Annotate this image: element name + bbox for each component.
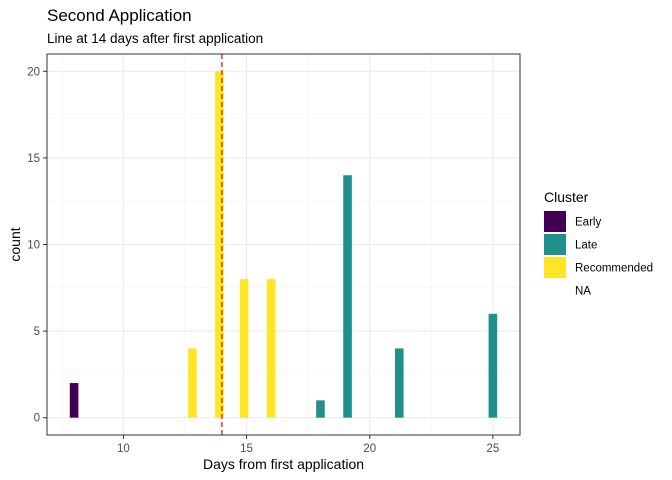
y-axis-title: count xyxy=(7,227,23,261)
bar-recommended xyxy=(188,348,197,418)
legend-label-recommended: Recommended xyxy=(575,263,653,275)
legend-swatch-late xyxy=(544,234,566,255)
chart-title: Second Application xyxy=(47,6,192,25)
x-axis-ticks: 10 15 20 25 xyxy=(117,435,499,455)
bar-recommended xyxy=(239,279,249,418)
bar-recommended xyxy=(266,279,276,418)
bar-late xyxy=(488,313,498,418)
legend-label-early: Early xyxy=(575,217,601,229)
bar-early xyxy=(69,383,79,418)
y-tick-label: 10 xyxy=(27,240,40,252)
legend: Cluster Early Late Recommended NA xyxy=(544,189,653,301)
legend-swatch-na xyxy=(544,280,566,301)
legend-label-late: Late xyxy=(575,240,597,252)
bar-late xyxy=(316,400,325,418)
bars xyxy=(69,71,498,418)
legend-title: Cluster xyxy=(544,189,589,205)
x-tick-label: 25 xyxy=(487,443,500,455)
bar-late xyxy=(343,175,352,418)
chart-subtitle: Line at 14 days after first application xyxy=(47,31,263,46)
y-tick-label: 0 xyxy=(34,413,40,425)
legend-swatch-early xyxy=(544,211,566,232)
x-tick-label: 10 xyxy=(117,443,130,455)
y-tick-label: 5 xyxy=(34,326,40,338)
y-tick-label: 15 xyxy=(27,153,40,165)
x-tick-label: 15 xyxy=(240,443,253,455)
x-tick-label: 20 xyxy=(363,443,376,455)
x-axis-title: Days from first application xyxy=(203,456,364,472)
legend-swatch-recommended xyxy=(544,257,566,278)
y-axis-ticks: 0 5 10 15 20 xyxy=(27,66,47,425)
bar-late xyxy=(394,348,404,418)
y-tick-label: 20 xyxy=(27,66,40,78)
bar-recommended xyxy=(215,71,224,418)
legend-label-na: NA xyxy=(575,286,591,298)
